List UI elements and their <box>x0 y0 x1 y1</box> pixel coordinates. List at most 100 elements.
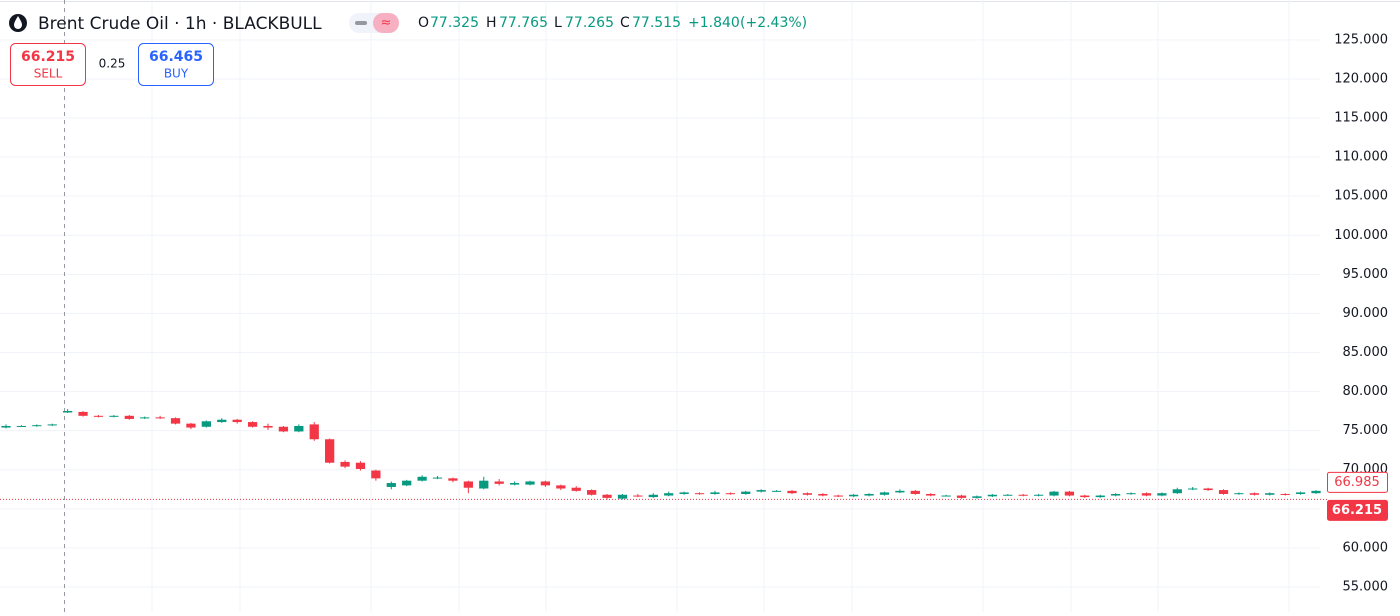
candle-body <box>633 495 643 497</box>
candle-body <box>263 425 273 428</box>
candle-body <box>1172 489 1182 494</box>
candle-body <box>278 426 289 432</box>
buy-button[interactable] <box>138 43 214 86</box>
drop-icon <box>14 16 22 29</box>
candle-body <box>987 494 997 497</box>
ohlc-value: 77.265 <box>565 15 614 31</box>
candle-body <box>417 476 427 481</box>
candle-body <box>1049 491 1059 496</box>
ohlc-label: L <box>554 15 562 31</box>
y-tick-label: 75.000 <box>1343 423 1389 438</box>
candle-body <box>1311 490 1321 494</box>
candle-body <box>186 423 196 428</box>
ohlc-value: 77.765 <box>499 15 548 31</box>
candle-body <box>247 422 258 427</box>
y-tick-label: 60.000 <box>1343 540 1389 555</box>
candle-body <box>402 480 412 486</box>
candle-body <box>124 415 134 419</box>
candle-body <box>818 493 828 496</box>
spread: 0.25 <box>99 57 126 71</box>
candle-body <box>1033 494 1044 496</box>
candle-body <box>1095 495 1105 498</box>
candle-body <box>155 417 165 419</box>
candle-body <box>140 417 150 419</box>
candle-body <box>16 425 27 427</box>
candle-body <box>63 411 73 413</box>
y-tick-label: 95.000 <box>1343 267 1389 282</box>
ohlc-label: C <box>620 15 630 31</box>
candle-body <box>93 415 104 417</box>
price-tag <box>1327 499 1388 521</box>
y-tick-label: 90.000 <box>1343 306 1389 321</box>
candle-body <box>1111 493 1121 496</box>
candle-body <box>525 481 535 485</box>
candle-body <box>32 425 42 427</box>
y-tick-label: 85.000 <box>1343 345 1389 360</box>
candle-body <box>664 493 674 496</box>
y-tick-label: 110.000 <box>1334 150 1388 165</box>
candle-body <box>833 495 843 497</box>
candle-body <box>294 425 304 432</box>
buy-price: 66.465 <box>149 49 203 65</box>
candle-body <box>217 419 227 423</box>
sell-button[interactable] <box>10 43 86 86</box>
candle-body <box>956 495 967 498</box>
candle-body <box>1141 493 1152 496</box>
sell-price: 66.215 <box>21 49 75 65</box>
ohlc-value: 77.325 <box>430 15 479 31</box>
candle-body <box>879 492 890 495</box>
toggle-icon: ≈ <box>381 16 392 31</box>
candle-body <box>725 493 735 495</box>
candle-body <box>1218 490 1229 494</box>
candle-body <box>170 418 181 424</box>
candle-body <box>895 490 905 493</box>
y-tick-label: 80.000 <box>1343 384 1389 399</box>
candle-body <box>309 424 319 440</box>
candle-body <box>355 462 366 469</box>
candle-body <box>756 490 766 492</box>
candle-body <box>494 481 504 484</box>
candle-body <box>1280 493 1290 495</box>
candle-body <box>1249 493 1259 495</box>
candle-body <box>340 461 350 467</box>
candle-body <box>571 487 581 491</box>
ohlc-label: H <box>486 15 497 31</box>
ohlc-label: O <box>418 15 429 31</box>
candle-body <box>694 493 705 495</box>
candle-body <box>556 485 566 489</box>
candle-body <box>849 494 859 497</box>
toggle-icon <box>355 21 367 25</box>
candle-body <box>78 411 88 416</box>
candle-body <box>1003 494 1013 496</box>
candle-body <box>479 480 489 489</box>
candle-body <box>1 425 11 428</box>
candle-body <box>617 494 628 499</box>
candle-body <box>540 481 551 486</box>
candle-body <box>1188 488 1198 490</box>
candle-body <box>232 419 242 423</box>
y-tick-label: 105.000 <box>1334 189 1388 204</box>
candle-body <box>679 492 689 494</box>
candle-body <box>109 415 119 417</box>
candle-body <box>972 496 982 498</box>
candle-body <box>602 494 612 498</box>
candle-body <box>1234 493 1244 495</box>
toggle-on[interactable] <box>373 13 399 33</box>
candle-body <box>771 490 782 492</box>
candle-body <box>926 493 936 496</box>
candle-body <box>1203 488 1213 491</box>
candle-body <box>1295 492 1306 494</box>
y-tick-label: 100.000 <box>1334 228 1388 243</box>
price-tag-label: 66.985 <box>1334 475 1380 490</box>
chart-title: Brent Crude Oil · 1h · BLACKBULL <box>38 14 322 34</box>
candle-body <box>587 490 597 495</box>
y-tick-label: 115.000 <box>1334 111 1388 126</box>
candle-body <box>1018 494 1028 496</box>
candle-body <box>1265 493 1275 495</box>
price-tag <box>1327 471 1388 493</box>
candle-body <box>1126 493 1136 495</box>
vertical-grid <box>151 0 1290 612</box>
candle-body <box>509 483 520 485</box>
y-tick-label: 55.000 <box>1343 579 1389 594</box>
